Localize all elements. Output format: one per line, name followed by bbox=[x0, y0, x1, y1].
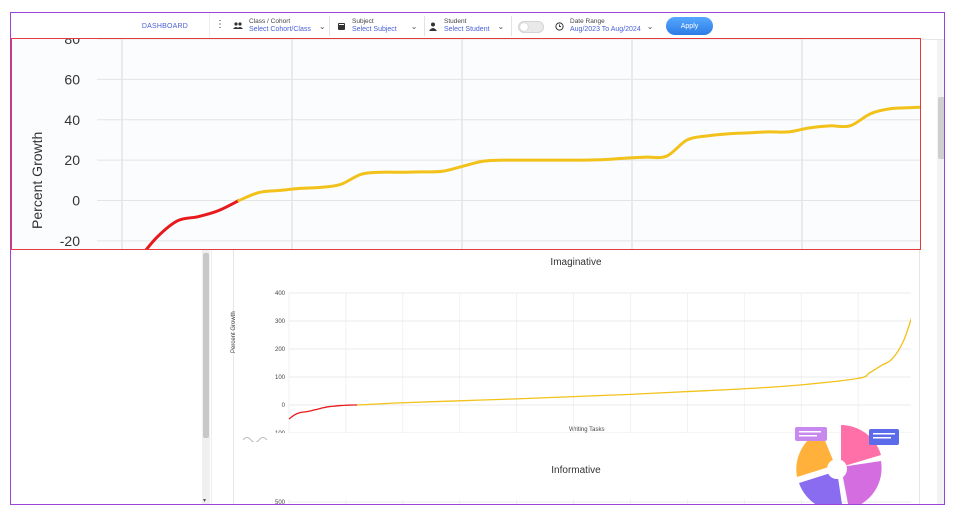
divider bbox=[424, 16, 425, 36]
y-tick-label: 80 bbox=[64, 39, 80, 47]
filter-value: Aug/2023 To Aug/2024 bbox=[570, 26, 641, 33]
y-tick-label: 60 bbox=[64, 71, 80, 87]
y-tick-label: 40 bbox=[64, 112, 80, 128]
chevron-down-icon: ⌄ bbox=[646, 21, 654, 31]
chevron-down-icon: ⌄ bbox=[410, 21, 418, 31]
chart-ylabel: Percent Growth bbox=[231, 311, 237, 353]
apply-button[interactable]: Apply bbox=[666, 17, 713, 35]
sparkline-icon bbox=[242, 434, 268, 444]
dashboard-link[interactable]: DASHBOARD bbox=[121, 13, 210, 39]
date-range-filter[interactable]: Date Range Aug/2023 To Aug/2024 ⌄ bbox=[554, 16, 653, 36]
y-tick-label: -20 bbox=[60, 233, 80, 249]
y-tick-label: 100 bbox=[275, 375, 286, 381]
scroll-down-arrow-icon[interactable]: ▾ bbox=[203, 498, 207, 504]
negative-growth-line bbox=[288, 404, 358, 420]
y-tick-label: 0 bbox=[282, 403, 286, 409]
top-filter-bar: DASHBOARD ⋮ Class / Cohort Select Cohort… bbox=[11, 13, 944, 40]
clock-icon bbox=[554, 21, 564, 31]
pie-chart-logo-icon bbox=[779, 417, 899, 504]
y-tick-label: 500 bbox=[275, 500, 286, 505]
kebab-menu-icon[interactable]: ⋮ bbox=[215, 19, 225, 30]
divider bbox=[329, 16, 330, 36]
sidebar-panel bbox=[123, 249, 212, 504]
positive-growth-line bbox=[237, 105, 920, 203]
filter-label: Subject bbox=[352, 18, 374, 25]
y-axis-label: Percent Growth bbox=[29, 132, 45, 229]
y-tick-label: 400 bbox=[275, 291, 286, 297]
zoomed-line-chart: 80 60 40 20 0 -20 Percent Growth bbox=[29, 39, 920, 249]
student-filter[interactable]: Student Select Student ⌄ bbox=[428, 16, 504, 36]
filter-value: Select Cohort/Class bbox=[249, 26, 311, 33]
group-icon bbox=[233, 21, 243, 31]
divider bbox=[511, 16, 512, 36]
positive-growth-line bbox=[357, 317, 911, 406]
chevron-down-icon: ⌄ bbox=[318, 21, 326, 31]
y-tick-label: 300 bbox=[275, 319, 286, 325]
app-frame: DASHBOARD ⋮ Class / Cohort Select Cohort… bbox=[10, 12, 945, 505]
filter-label: Date Range bbox=[570, 18, 605, 25]
filter-value: Select Subject bbox=[352, 26, 397, 33]
filter-label: Class / Cohort bbox=[249, 18, 291, 25]
filter-label: Student bbox=[444, 18, 467, 25]
subject-filter[interactable]: Subject Select Subject ⌄ bbox=[336, 16, 417, 36]
chart-xlabel: Writing Tasks bbox=[569, 427, 605, 433]
y-tick-label: 0 bbox=[72, 193, 80, 209]
book-icon bbox=[336, 21, 346, 31]
toggle-switch[interactable] bbox=[518, 21, 544, 33]
y-tick-label: 20 bbox=[64, 152, 80, 168]
class-cohort-filter[interactable]: Class / Cohort Select Cohort/Class ⌄ bbox=[233, 16, 326, 36]
filter-value: Select Student bbox=[444, 26, 490, 33]
imaginative-line-chart: 400 300 200 100 0 -100 bbox=[273, 291, 911, 433]
page-scrollbar[interactable] bbox=[937, 40, 944, 504]
chart-title-informative: Informative bbox=[551, 465, 601, 476]
negative-growth-line bbox=[144, 199, 241, 249]
chart-title-imaginative: Imaginative bbox=[550, 257, 602, 268]
sidebar-scrollbar-thumb[interactable] bbox=[203, 253, 209, 438]
person-icon bbox=[428, 21, 438, 31]
y-tick-label: 200 bbox=[275, 347, 286, 353]
page-scrollbar-thumb[interactable] bbox=[938, 97, 944, 159]
zoomed-chart-highlight: 80 60 40 20 0 -20 Percent Growth bbox=[11, 38, 921, 250]
y-tick-label: -100 bbox=[273, 431, 286, 433]
chevron-down-icon: ⌄ bbox=[497, 21, 505, 31]
